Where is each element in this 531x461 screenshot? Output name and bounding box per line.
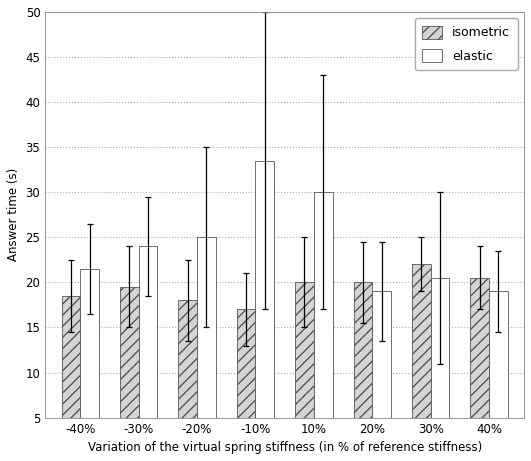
Bar (314, 192, 332, 461)
Bar (62, 296, 80, 461)
Bar (470, 278, 489, 461)
Bar (431, 278, 449, 461)
Bar (255, 161, 274, 461)
Bar (412, 264, 431, 461)
Bar (354, 283, 372, 461)
Bar (197, 237, 216, 461)
Bar (372, 291, 391, 461)
Bar (139, 246, 157, 461)
Legend: isometric, elastic: isometric, elastic (415, 18, 518, 71)
X-axis label: Variation of the virtual spring stiffness (in % of reference stiffness): Variation of the virtual spring stiffnes… (88, 441, 482, 454)
Bar (295, 283, 314, 461)
Bar (489, 291, 508, 461)
Bar (178, 301, 197, 461)
Bar (237, 309, 255, 461)
Bar (120, 287, 139, 461)
Bar (80, 269, 99, 461)
Y-axis label: Answer time (s): Answer time (s) (7, 168, 20, 261)
